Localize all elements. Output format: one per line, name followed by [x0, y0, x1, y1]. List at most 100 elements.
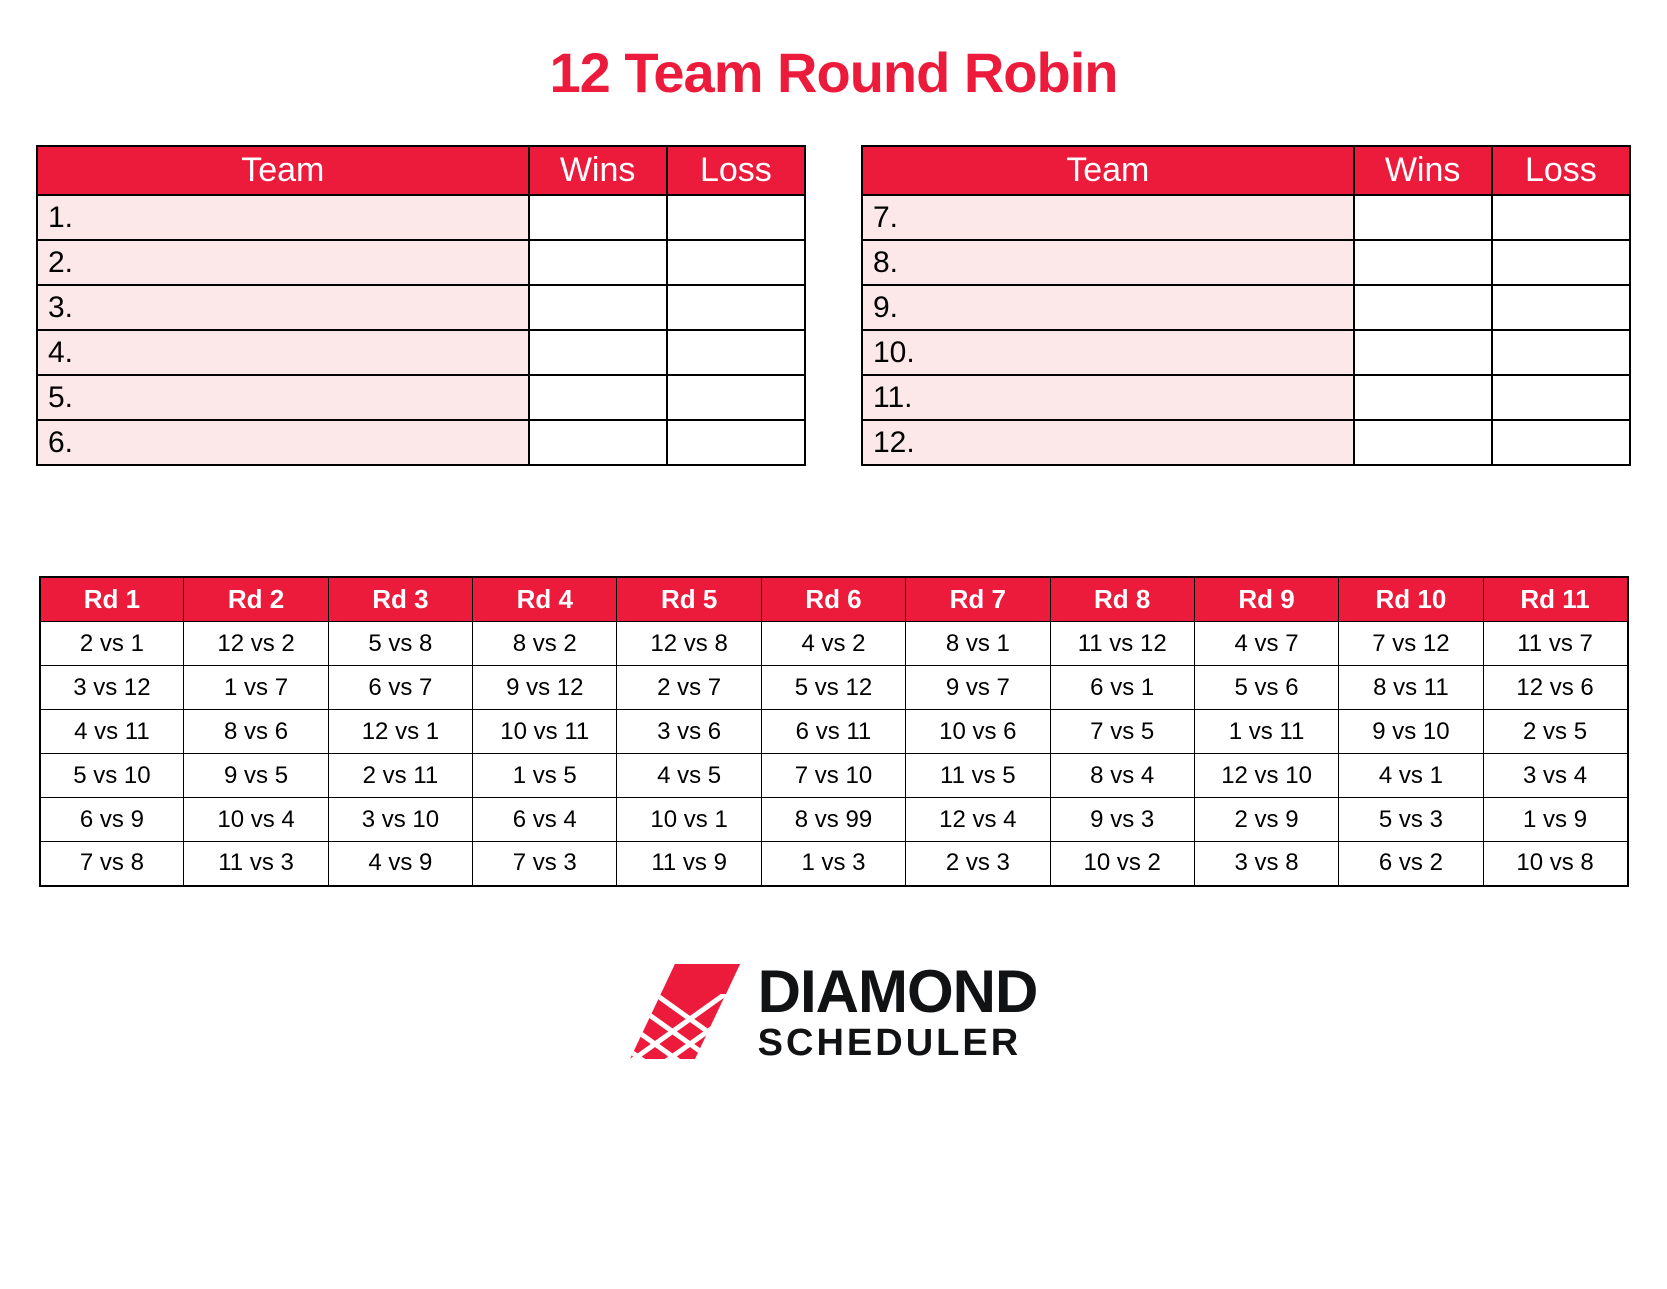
round-header: Rd 1 — [40, 577, 184, 622]
matchup-cell: 6 vs 7 — [328, 666, 472, 710]
matchup-cell: 6 vs 1 — [1050, 666, 1194, 710]
matchup-cell: 9 vs 7 — [906, 666, 1050, 710]
wins-cell — [1354, 240, 1492, 285]
matchup-cell: 2 vs 9 — [1194, 798, 1338, 842]
matchup-cell: 11 vs 12 — [1050, 622, 1194, 666]
matchup-cell: 9 vs 5 — [184, 754, 328, 798]
table-row: 10. — [862, 330, 1630, 375]
table-row: 8. — [862, 240, 1630, 285]
matchup-cell: 1 vs 5 — [473, 754, 617, 798]
brand-line1: DIAMOND — [758, 962, 1038, 1022]
matchup-cell: 2 vs 11 — [328, 754, 472, 798]
schedule-body: 2 vs 112 vs 25 vs 88 vs 212 vs 84 vs 28 … — [40, 622, 1628, 886]
matchup-cell: 10 vs 4 — [184, 798, 328, 842]
matchup-cell: 3 vs 8 — [1194, 842, 1338, 886]
diamond-scheduler-icon — [630, 964, 740, 1059]
standings-table-right: Team Wins Loss 7.8.9.10.11.12. — [861, 145, 1631, 466]
matchup-cell: 7 vs 8 — [40, 842, 184, 886]
matchup-cell: 7 vs 5 — [1050, 710, 1194, 754]
matchup-cell: 7 vs 12 — [1339, 622, 1483, 666]
table-row: 2 vs 112 vs 25 vs 88 vs 212 vs 84 vs 28 … — [40, 622, 1628, 666]
table-row: 2. — [37, 240, 805, 285]
standings-left-body: 1.2.3.4.5.6. — [37, 195, 805, 465]
wins-cell — [1354, 195, 1492, 240]
loss-cell — [667, 330, 805, 375]
wins-cell — [529, 195, 667, 240]
team-cell: 5. — [37, 375, 529, 420]
matchup-cell: 5 vs 12 — [761, 666, 905, 710]
matchup-cell: 3 vs 10 — [328, 798, 472, 842]
matchup-cell: 11 vs 5 — [906, 754, 1050, 798]
loss-cell — [667, 375, 805, 420]
matchup-cell: 6 vs 11 — [761, 710, 905, 754]
round-header: Rd 6 — [761, 577, 905, 622]
loss-cell — [667, 285, 805, 330]
table-row: 4 vs 118 vs 612 vs 110 vs 113 vs 66 vs 1… — [40, 710, 1628, 754]
wins-cell — [1354, 285, 1492, 330]
matchup-cell: 11 vs 3 — [184, 842, 328, 886]
loss-cell — [1492, 375, 1630, 420]
round-header: Rd 10 — [1339, 577, 1483, 622]
matchup-cell: 1 vs 3 — [761, 842, 905, 886]
matchup-cell: 1 vs 9 — [1483, 798, 1627, 842]
matchup-cell: 4 vs 11 — [40, 710, 184, 754]
matchup-cell: 8 vs 99 — [761, 798, 905, 842]
loss-cell — [1492, 330, 1630, 375]
col-header-team: Team — [37, 146, 529, 195]
team-cell: 6. — [37, 420, 529, 465]
matchup-cell: 4 vs 7 — [1194, 622, 1338, 666]
matchup-cell: 3 vs 4 — [1483, 754, 1627, 798]
standings-table-left: Team Wins Loss 1.2.3.4.5.6. — [36, 145, 806, 466]
table-row: 5 vs 109 vs 52 vs 111 vs 54 vs 57 vs 101… — [40, 754, 1628, 798]
brand-line2: SCHEDULER — [758, 1024, 1038, 1062]
round-header: Rd 4 — [473, 577, 617, 622]
matchup-cell: 10 vs 6 — [906, 710, 1050, 754]
matchup-cell: 10 vs 11 — [473, 710, 617, 754]
loss-cell — [1492, 285, 1630, 330]
table-row: 6 vs 910 vs 43 vs 106 vs 410 vs 18 vs 99… — [40, 798, 1628, 842]
table-row: 3 vs 121 vs 76 vs 79 vs 122 vs 75 vs 129… — [40, 666, 1628, 710]
matchup-cell: 8 vs 6 — [184, 710, 328, 754]
loss-cell — [667, 420, 805, 465]
matchup-cell: 5 vs 3 — [1339, 798, 1483, 842]
matchup-cell: 7 vs 10 — [761, 754, 905, 798]
brand-text: DIAMOND SCHEDULER — [758, 962, 1038, 1062]
matchup-cell: 8 vs 11 — [1339, 666, 1483, 710]
col-header-loss: Loss — [667, 146, 805, 195]
team-cell: 7. — [862, 195, 1354, 240]
matchup-cell: 2 vs 7 — [617, 666, 761, 710]
matchup-cell: 3 vs 6 — [617, 710, 761, 754]
matchup-cell: 6 vs 9 — [40, 798, 184, 842]
matchup-cell: 10 vs 1 — [617, 798, 761, 842]
matchup-cell: 10 vs 8 — [1483, 842, 1627, 886]
matchup-cell: 11 vs 7 — [1483, 622, 1627, 666]
matchup-cell: 2 vs 1 — [40, 622, 184, 666]
table-row: 3. — [37, 285, 805, 330]
team-cell: 11. — [862, 375, 1354, 420]
table-row: 6. — [37, 420, 805, 465]
team-cell: 2. — [37, 240, 529, 285]
wins-cell — [529, 285, 667, 330]
round-header: Rd 9 — [1194, 577, 1338, 622]
matchup-cell: 5 vs 8 — [328, 622, 472, 666]
schedule-table: Rd 1Rd 2Rd 3Rd 4Rd 5Rd 6Rd 7Rd 8Rd 9Rd 1… — [39, 576, 1629, 887]
matchup-cell: 7 vs 3 — [473, 842, 617, 886]
brand-logo: DIAMOND SCHEDULER — [35, 962, 1632, 1062]
matchup-cell: 6 vs 4 — [473, 798, 617, 842]
matchup-cell: 12 vs 4 — [906, 798, 1050, 842]
round-header: Rd 7 — [906, 577, 1050, 622]
team-cell: 3. — [37, 285, 529, 330]
wins-cell — [1354, 330, 1492, 375]
loss-cell — [667, 240, 805, 285]
standings-right-body: 7.8.9.10.11.12. — [862, 195, 1630, 465]
matchup-cell: 3 vs 12 — [40, 666, 184, 710]
table-row: 12. — [862, 420, 1630, 465]
round-header: Rd 8 — [1050, 577, 1194, 622]
matchup-cell: 8 vs 1 — [906, 622, 1050, 666]
matchup-cell: 5 vs 10 — [40, 754, 184, 798]
matchup-cell: 11 vs 9 — [617, 842, 761, 886]
matchup-cell: 1 vs 11 — [1194, 710, 1338, 754]
matchup-cell: 12 vs 6 — [1483, 666, 1627, 710]
round-header: Rd 11 — [1483, 577, 1627, 622]
team-cell: 4. — [37, 330, 529, 375]
